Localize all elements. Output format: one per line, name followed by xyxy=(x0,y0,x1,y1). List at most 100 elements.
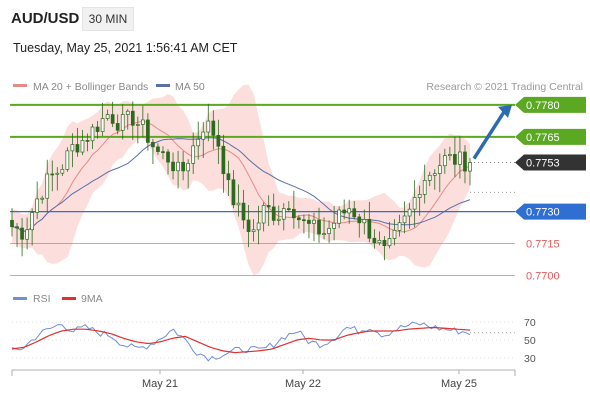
candle-body xyxy=(362,219,367,224)
ma9-legend-label: 9MA xyxy=(81,293,103,305)
candle-body xyxy=(417,194,422,198)
candle-body xyxy=(307,219,311,224)
interval-button[interactable]: 30 MIN xyxy=(82,7,134,31)
candle-body xyxy=(387,238,392,247)
level-label-0.7753: 0.7753 xyxy=(526,158,560,170)
candle-body xyxy=(95,126,100,132)
level-tag-0.7730 xyxy=(515,203,586,220)
candle-body xyxy=(105,114,110,119)
candle-body xyxy=(337,209,341,224)
candle-body xyxy=(468,162,472,172)
candle-body xyxy=(327,228,331,234)
candle-body xyxy=(171,161,175,172)
candle-body xyxy=(437,165,442,174)
candle-body xyxy=(70,144,75,152)
candle-body xyxy=(15,226,19,229)
candle-body xyxy=(448,154,452,156)
candle-body xyxy=(151,142,155,148)
last-price-tag xyxy=(515,154,586,171)
symbol-title: AUD/USD xyxy=(11,10,80,27)
candle-body xyxy=(372,237,377,244)
candle-body xyxy=(90,126,95,142)
ma20-legend-swatch xyxy=(13,84,27,87)
candle-body xyxy=(130,110,135,126)
candle-body xyxy=(377,239,382,244)
candle-body xyxy=(453,154,457,165)
candle-body xyxy=(317,219,321,235)
rsi-legend-swatch xyxy=(13,297,27,300)
rsi-ma-line xyxy=(11,326,471,354)
x-tick-label: May 25 xyxy=(441,378,477,390)
candle-body xyxy=(196,138,201,147)
credit-label: Research © 2021 Trading Central xyxy=(426,81,583,93)
candle-body xyxy=(463,151,467,172)
candle-body xyxy=(382,239,387,247)
price-levels-layer: 0.7780 0.7765 0.7753 0.7730 0.7715 0.7700 xyxy=(10,96,586,283)
candle-body xyxy=(332,222,336,229)
candle-body xyxy=(432,173,437,176)
candle-body xyxy=(286,208,291,210)
candle-body xyxy=(352,208,357,218)
candle-body xyxy=(80,140,85,153)
candle-body xyxy=(161,151,165,153)
candle-body xyxy=(85,140,90,142)
bollinger-band-layer xyxy=(12,84,470,276)
candle-body xyxy=(442,155,447,167)
candle-body xyxy=(422,180,427,195)
candle-body xyxy=(135,124,140,126)
level-tag-0.7765 xyxy=(515,128,586,145)
ma9-legend-swatch xyxy=(62,297,76,300)
candle-body xyxy=(402,215,407,224)
legend-layer: MA 20 + Bollinger Bands MA 50 Research © 2… xyxy=(13,81,583,305)
rsi-layer: 70 50 30 xyxy=(11,317,536,365)
candle-body xyxy=(367,219,372,239)
candle-body xyxy=(226,173,231,181)
candle-body xyxy=(120,114,125,131)
forecast-arrow-shaft xyxy=(472,110,506,160)
candle-body xyxy=(236,202,241,206)
candle-body xyxy=(276,218,281,221)
candle-body xyxy=(312,219,316,224)
candle-body xyxy=(397,222,402,231)
candle-body xyxy=(30,212,34,231)
candle-body xyxy=(65,150,70,170)
candle-body xyxy=(10,219,14,228)
candle-body xyxy=(427,174,432,181)
rsi-tick-70: 70 xyxy=(524,317,536,329)
rsi-tick-50: 50 xyxy=(524,335,536,347)
candle-body xyxy=(146,119,150,143)
rsi-tick-30: 30 xyxy=(524,353,536,365)
x-tick-label: May 21 xyxy=(142,378,178,390)
candle-body xyxy=(75,144,80,153)
bollinger-band xyxy=(12,84,470,276)
ma20-legend-label: MA 20 + Bollinger Bands xyxy=(33,81,148,93)
candle-body xyxy=(201,131,206,140)
candle-body xyxy=(206,120,211,133)
candle-body xyxy=(20,227,24,240)
candle-body xyxy=(166,151,170,163)
candle-body xyxy=(407,208,412,217)
level-tag-0.7780 xyxy=(515,96,586,113)
candle-body xyxy=(347,208,352,214)
candle-body xyxy=(191,145,196,164)
candle-body xyxy=(246,219,251,232)
candle-body xyxy=(40,197,45,200)
forecast-arrow-head xyxy=(498,104,512,118)
level-label-0.7700: 0.7700 xyxy=(526,271,560,283)
candle-body xyxy=(125,110,130,115)
candle-body xyxy=(115,123,120,131)
candle-body xyxy=(357,216,362,224)
candle-body xyxy=(100,118,105,132)
candle-body xyxy=(181,161,185,172)
rsi-line xyxy=(11,321,471,362)
candle-body xyxy=(25,229,29,240)
datetime-label: Tuesday, May 25, 2021 1:56:41 AM CET xyxy=(13,41,238,55)
level-label-0.7715: 0.7715 xyxy=(526,239,560,251)
level-label-0.7730: 0.7730 xyxy=(526,207,560,219)
level-label-0.7765: 0.7765 xyxy=(526,132,560,144)
level-label-0.7780: 0.7780 xyxy=(526,100,560,112)
candle-body xyxy=(458,151,462,165)
candle-body xyxy=(110,114,115,124)
